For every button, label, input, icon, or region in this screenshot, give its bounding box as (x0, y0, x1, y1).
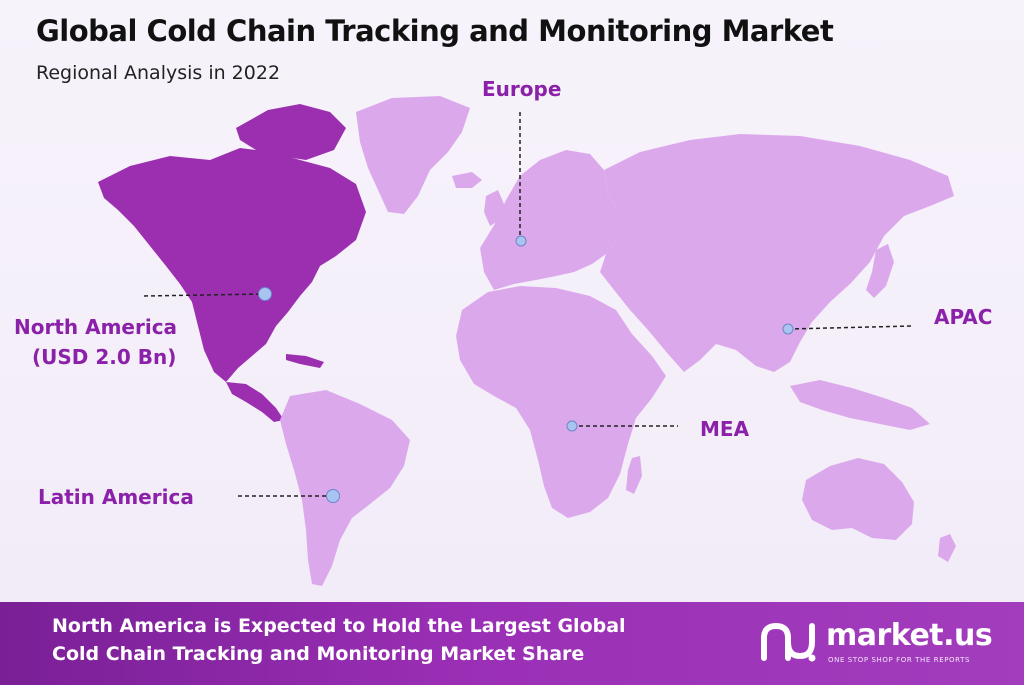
map-africa (456, 286, 666, 518)
world-map (98, 96, 956, 586)
region-label-north-america: North America (USD 2.0 Bn) (14, 312, 177, 372)
marker-apac (782, 323, 794, 335)
map-arctic-islands (236, 104, 346, 160)
footer-banner (0, 602, 1024, 685)
brand-tagline: ONE STOP SHOP FOR THE REPORTS (828, 656, 971, 664)
map-new-zealand (938, 534, 956, 562)
region-name-north-america: North America (14, 315, 178, 339)
region-label-latin-america: Latin America (38, 485, 194, 509)
map-north-america (98, 148, 366, 382)
map-south-america (280, 390, 410, 586)
map-iceland (452, 172, 482, 188)
map-southeast-asia (790, 380, 930, 430)
marker-north-america (258, 287, 272, 301)
marker-europe (515, 235, 527, 247)
region-label-mea: MEA (700, 417, 750, 441)
marker-mea (566, 420, 578, 432)
leader-line-north-america (143, 293, 265, 297)
marker-latin-america (326, 489, 340, 503)
map-greenland (356, 96, 470, 214)
map-asia (600, 134, 954, 372)
map-australia (802, 458, 914, 540)
footer-line-2: Cold Chain Tracking and Monitoring Marke… (52, 643, 585, 665)
market-us-logo-icon (761, 622, 816, 662)
map-europe (480, 150, 620, 290)
map-japan (866, 244, 894, 298)
map-madagascar (626, 456, 642, 494)
region-value-north-america: (USD 2.0 Bn) (32, 345, 177, 369)
page-subtitle: Regional Analysis in 2022 (36, 62, 281, 84)
brand-name: market.us (826, 618, 993, 653)
footer-line-1: North America is Expected to Hold the La… (52, 615, 626, 637)
footer-message: North America is Expected to Hold the La… (52, 612, 732, 668)
map-central-america (226, 382, 284, 422)
page-title: Global Cold Chain Tracking and Monitorin… (36, 14, 834, 48)
region-label-europe: Europe (482, 77, 562, 101)
brand-logo: market.us ONE STOP SHOP FOR THE REPORTS (758, 618, 1008, 668)
region-label-apac: APAC (934, 305, 993, 329)
map-caribbean (286, 354, 324, 368)
map-british-isles (484, 190, 504, 226)
